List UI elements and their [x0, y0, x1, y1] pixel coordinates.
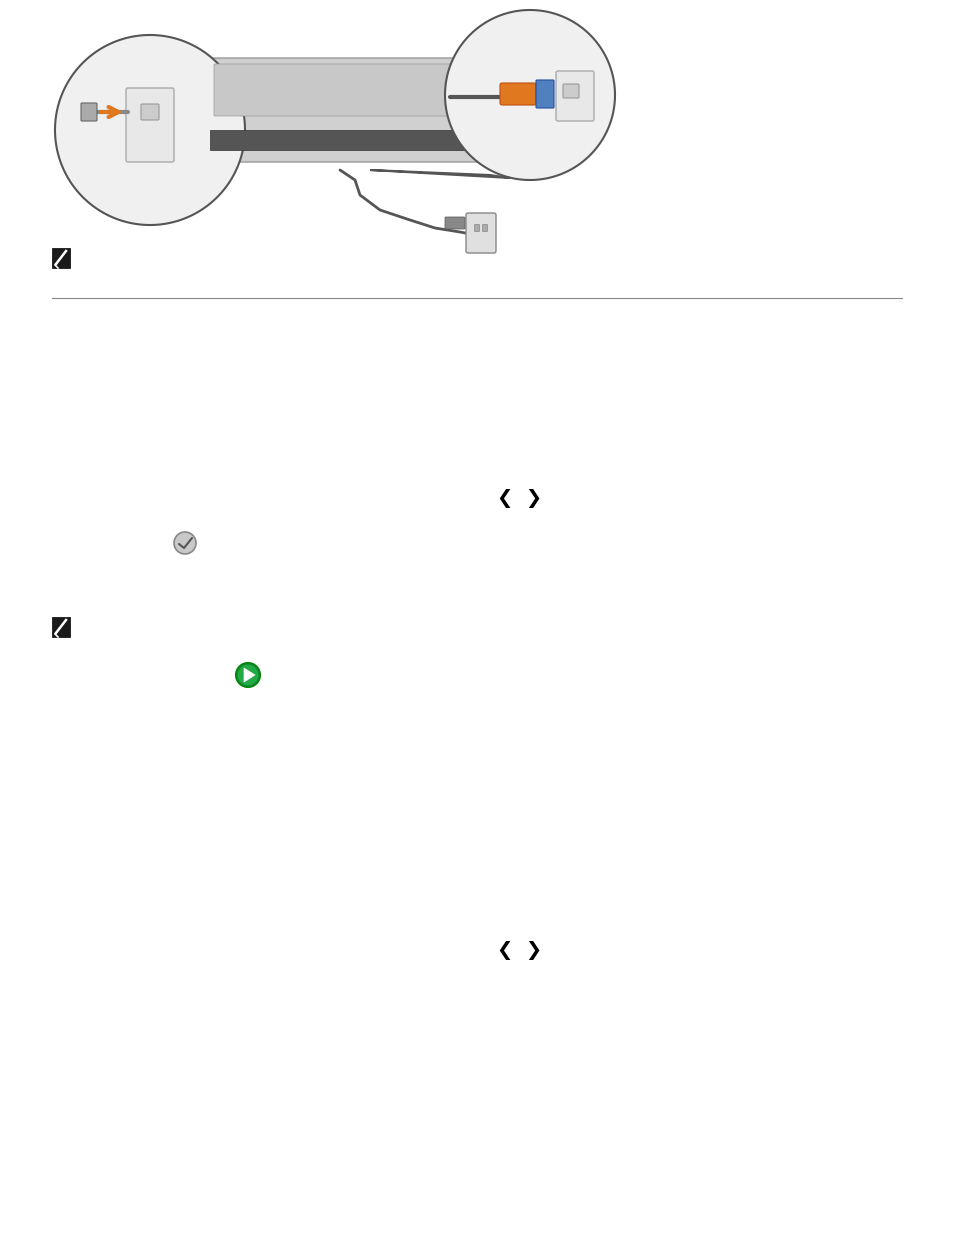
FancyBboxPatch shape — [52, 618, 70, 637]
FancyBboxPatch shape — [141, 104, 159, 120]
FancyBboxPatch shape — [52, 248, 70, 268]
FancyBboxPatch shape — [562, 84, 578, 98]
FancyBboxPatch shape — [482, 225, 487, 231]
Polygon shape — [370, 170, 510, 178]
FancyBboxPatch shape — [444, 217, 464, 228]
FancyBboxPatch shape — [536, 80, 554, 107]
FancyBboxPatch shape — [474, 225, 479, 231]
FancyBboxPatch shape — [213, 64, 476, 116]
Polygon shape — [244, 668, 254, 682]
Circle shape — [236, 664, 258, 685]
Polygon shape — [55, 35, 245, 225]
FancyBboxPatch shape — [208, 58, 481, 162]
FancyBboxPatch shape — [465, 212, 496, 253]
FancyBboxPatch shape — [556, 70, 594, 121]
FancyBboxPatch shape — [81, 103, 97, 121]
Circle shape — [173, 532, 195, 555]
FancyBboxPatch shape — [126, 88, 173, 162]
Polygon shape — [444, 10, 615, 180]
FancyBboxPatch shape — [210, 130, 479, 149]
Text: ❮  ❯: ❮ ❯ — [497, 941, 541, 961]
Text: ❮  ❯: ❮ ❯ — [497, 489, 541, 509]
FancyBboxPatch shape — [499, 83, 536, 105]
Circle shape — [235, 663, 260, 687]
